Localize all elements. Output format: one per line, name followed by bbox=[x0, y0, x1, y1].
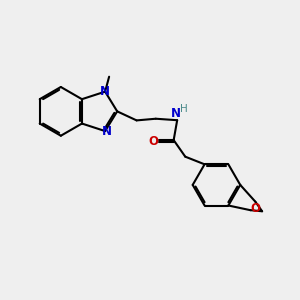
Text: N: N bbox=[171, 107, 181, 120]
Text: N: N bbox=[100, 85, 110, 98]
Text: O: O bbox=[251, 202, 261, 215]
Text: N: N bbox=[102, 125, 112, 138]
Text: H: H bbox=[180, 104, 188, 114]
Text: O: O bbox=[148, 135, 158, 148]
